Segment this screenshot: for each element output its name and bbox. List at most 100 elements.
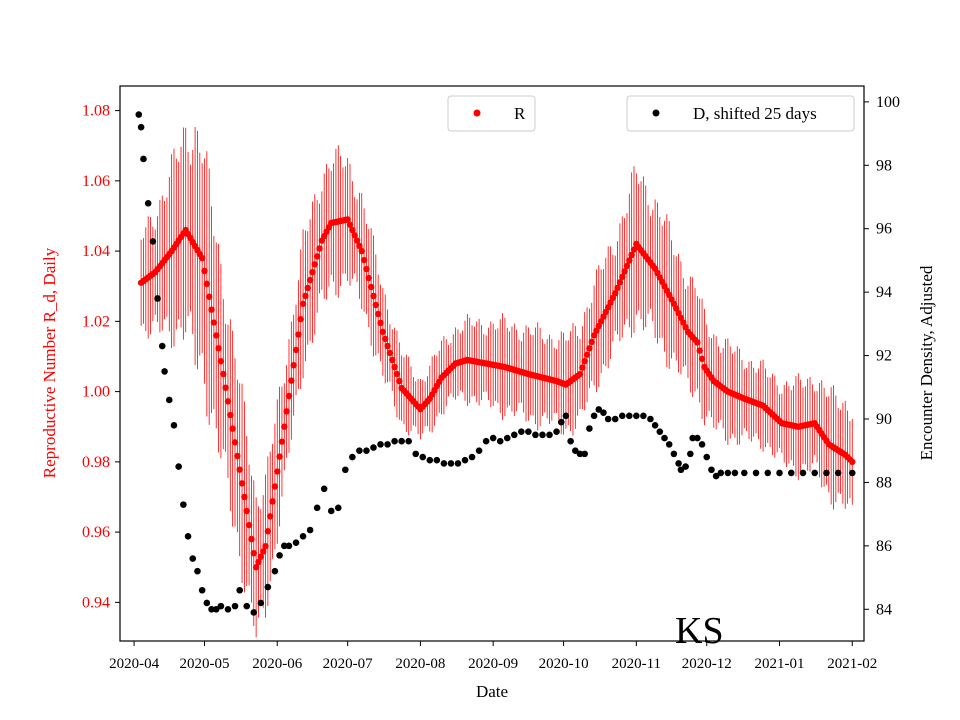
d-point bbox=[518, 428, 525, 435]
r-point bbox=[396, 377, 403, 385]
y-axis-left: 0.94 0.96 0.98 1.00 1.02 1.04 1.06 1.08 bbox=[82, 103, 120, 611]
d-point bbox=[165, 396, 173, 404]
r-point bbox=[358, 247, 365, 255]
r-point bbox=[227, 411, 234, 419]
r-point bbox=[198, 254, 206, 262]
d-point bbox=[557, 418, 565, 426]
r-point bbox=[252, 564, 260, 571]
d-point bbox=[264, 583, 272, 591]
legend-d-marker bbox=[652, 109, 660, 117]
d-point bbox=[665, 441, 673, 448]
r-point bbox=[208, 306, 215, 313]
y-left-tick-label: 1.04 bbox=[82, 243, 110, 260]
r-point bbox=[623, 262, 631, 270]
d-point bbox=[576, 450, 584, 458]
d-point bbox=[391, 437, 398, 445]
d-point bbox=[217, 602, 225, 610]
r-point bbox=[612, 290, 619, 297]
d-point bbox=[189, 555, 197, 562]
d-point bbox=[698, 441, 706, 448]
d-point bbox=[834, 469, 842, 477]
d-point bbox=[689, 434, 696, 442]
r-point bbox=[241, 493, 248, 501]
y-right-tick-label: 96 bbox=[876, 221, 892, 238]
d-point bbox=[724, 469, 732, 477]
d-point bbox=[257, 599, 265, 607]
r-point bbox=[316, 245, 323, 252]
r-point bbox=[210, 319, 218, 326]
y-axis-right-label: Encounter Density, Adjusted bbox=[917, 265, 936, 460]
d-point bbox=[419, 453, 427, 461]
d-point-group bbox=[135, 111, 856, 616]
r-point bbox=[290, 362, 297, 369]
r-point bbox=[391, 363, 398, 371]
d-point bbox=[327, 507, 335, 515]
r-point bbox=[619, 273, 626, 281]
x-tick-label: 2020-09 bbox=[468, 656, 518, 672]
d-point bbox=[194, 567, 201, 575]
state-annotation: KS bbox=[675, 610, 724, 652]
d-point bbox=[149, 238, 157, 245]
y-right-tick-label: 84 bbox=[876, 601, 892, 618]
d-point bbox=[468, 453, 476, 461]
d-point bbox=[640, 412, 647, 420]
r-point-group bbox=[137, 216, 856, 571]
r-point bbox=[255, 558, 262, 566]
r-point bbox=[299, 300, 307, 307]
y-left-tick-label: 1.00 bbox=[82, 384, 110, 401]
r-point bbox=[217, 357, 225, 365]
y-left-tick-label: 0.98 bbox=[82, 454, 110, 471]
r-point bbox=[304, 284, 311, 292]
d-point bbox=[208, 605, 215, 613]
d-point bbox=[250, 609, 258, 616]
r-point bbox=[220, 370, 227, 378]
y-right-tick-label: 92 bbox=[876, 348, 892, 365]
r-point bbox=[234, 452, 241, 460]
d-point bbox=[764, 469, 772, 477]
y-right-tick-label: 90 bbox=[876, 411, 892, 428]
d-point bbox=[532, 431, 539, 439]
d-point bbox=[586, 425, 593, 432]
r-point bbox=[363, 265, 370, 273]
d-point bbox=[276, 552, 283, 559]
d-point bbox=[503, 434, 511, 442]
r-point bbox=[306, 276, 314, 284]
r-point bbox=[370, 292, 377, 300]
r-point bbox=[302, 292, 309, 300]
d-point bbox=[595, 406, 603, 413]
d-point bbox=[717, 469, 725, 477]
r-point bbox=[309, 268, 316, 276]
d-point bbox=[158, 342, 166, 350]
r-point bbox=[382, 335, 389, 343]
d-point bbox=[694, 434, 701, 442]
d-point bbox=[236, 586, 243, 594]
y-left-tick-label: 0.96 bbox=[82, 524, 110, 541]
d-point bbox=[633, 412, 640, 420]
d-point bbox=[848, 469, 856, 477]
r-point bbox=[231, 439, 239, 446]
r-point bbox=[849, 458, 856, 466]
d-point bbox=[384, 441, 391, 448]
d-point bbox=[604, 415, 612, 423]
r-point bbox=[222, 384, 229, 391]
d-point bbox=[625, 412, 633, 420]
r-point bbox=[393, 370, 401, 378]
d-point bbox=[306, 526, 314, 534]
r-point bbox=[224, 398, 232, 405]
r-point bbox=[229, 425, 236, 432]
y-axis-right: 84 86 88 90 92 94 96 98 100 bbox=[864, 94, 900, 618]
x-tick-label: 2020-08 bbox=[395, 656, 445, 672]
r-point bbox=[588, 338, 595, 346]
r-point bbox=[250, 549, 257, 557]
r-point bbox=[274, 468, 281, 475]
r-point bbox=[351, 232, 358, 239]
r-point bbox=[267, 513, 274, 520]
r-point bbox=[213, 332, 220, 339]
d-point bbox=[356, 447, 363, 455]
r-point bbox=[271, 483, 279, 490]
d-point bbox=[224, 605, 232, 613]
d-point bbox=[461, 456, 469, 464]
r-point bbox=[276, 453, 283, 460]
d-point bbox=[776, 469, 783, 477]
d-point bbox=[212, 605, 220, 613]
